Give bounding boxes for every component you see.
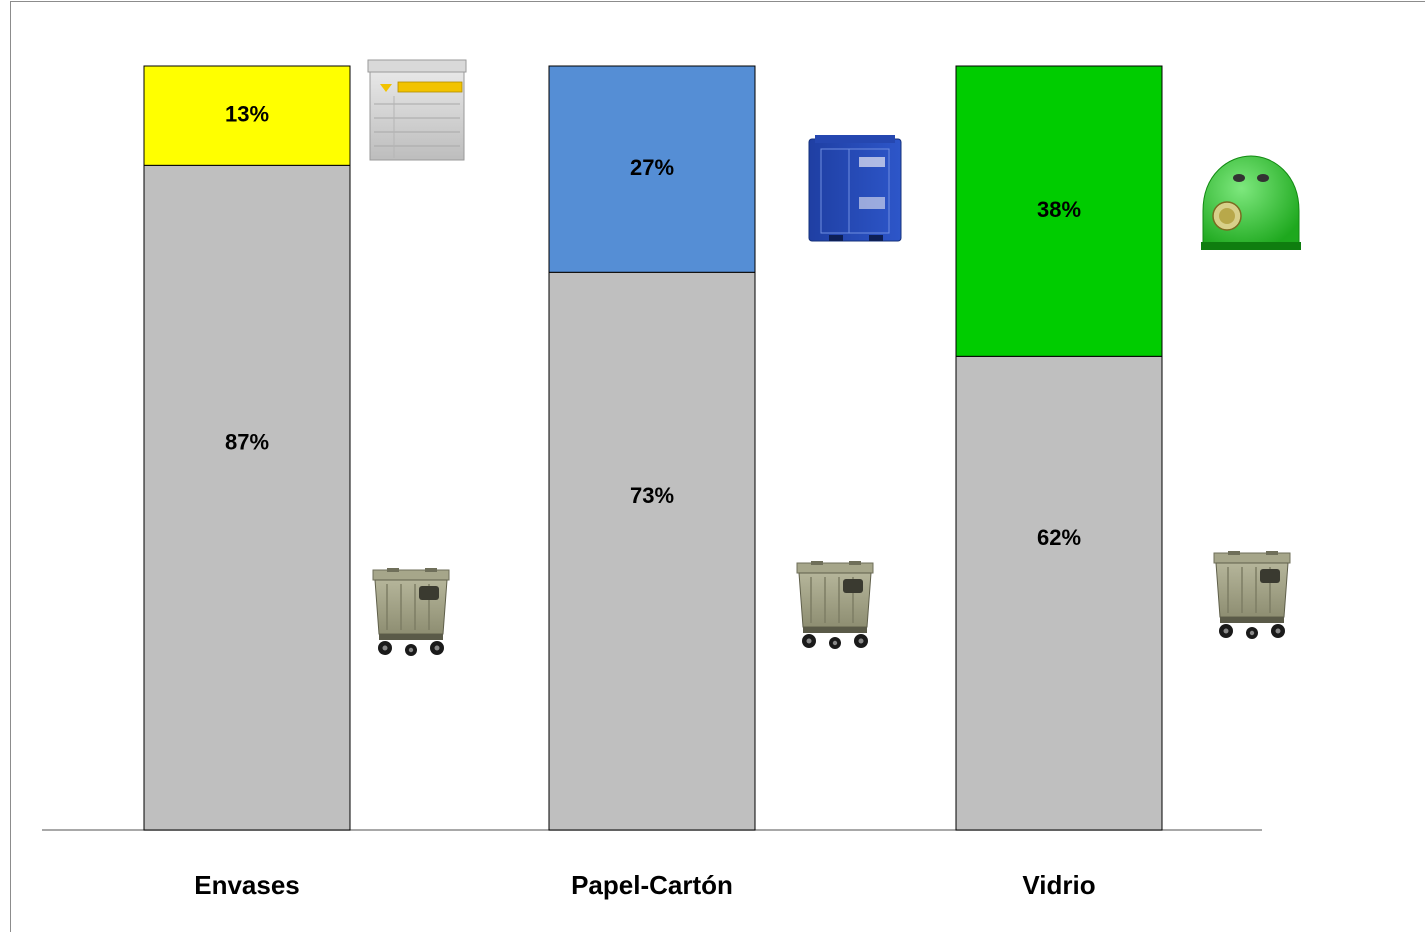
data-label-selective-collection: 13% xyxy=(225,101,269,126)
category-label: Envases xyxy=(194,870,300,900)
wheeled-waste-bin-icon xyxy=(796,560,874,650)
yellow-recycling-container-icon xyxy=(367,59,467,161)
green-glass-igloo-icon xyxy=(1201,155,1301,250)
bars xyxy=(143,65,1163,831)
bar-segment-general-waste xyxy=(143,164,351,831)
data-label-selective-collection: 27% xyxy=(630,155,674,180)
category-labels: Envases Papel-Cartón Vidrio xyxy=(194,870,1095,900)
chart-frame xyxy=(10,1,1425,932)
wheeled-waste-bin-icon xyxy=(372,567,450,657)
bar-segment-selective-collection xyxy=(955,65,1163,357)
data-labels: 87% 13% 73% 27% 62% 38% xyxy=(225,101,1081,549)
bar-segment-selective-collection xyxy=(548,65,756,273)
bar-segment-general-waste xyxy=(548,271,756,831)
data-label-general-waste: 62% xyxy=(1037,525,1081,550)
wheeled-waste-bin-icon xyxy=(1213,550,1291,640)
blue-recycling-container-icon xyxy=(808,135,902,242)
data-label-general-waste: 73% xyxy=(630,483,674,508)
category-label: Papel-Cartón xyxy=(571,870,733,900)
bar-segment-general-waste xyxy=(955,355,1163,831)
bar-segment-selective-collection xyxy=(143,65,351,166)
data-label-selective-collection: 38% xyxy=(1037,197,1081,222)
category-label: Vidrio xyxy=(1022,870,1095,900)
data-label-general-waste: 87% xyxy=(225,429,269,454)
